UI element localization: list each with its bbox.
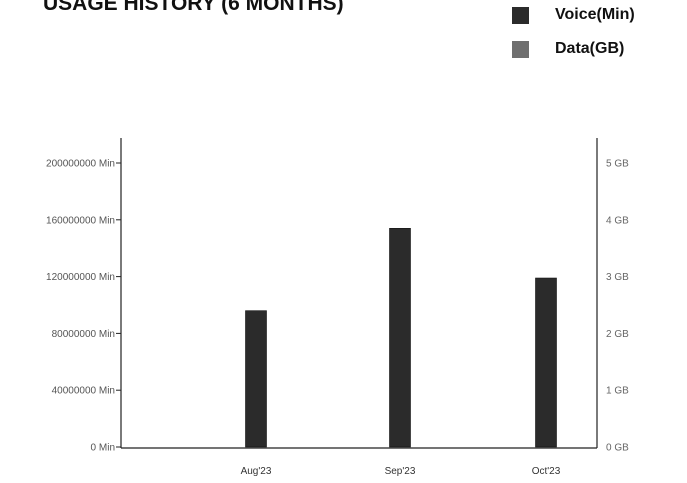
right-tick-label: 5 GB <box>606 159 629 170</box>
left-tick-label: 80000000 Min <box>52 329 115 340</box>
x-tick-label: Oct'23 <box>532 466 561 477</box>
legend-item-data: Data(GB) <box>512 36 635 62</box>
chart-legend: Voice(Min) Data(GB) <box>512 2 635 70</box>
voice-bar <box>389 228 411 448</box>
legend-swatch-voice <box>512 6 529 24</box>
left-tick-label: 0 Min <box>91 443 115 454</box>
bars-group <box>245 228 557 448</box>
right-tick-label: 1 GB <box>606 386 629 397</box>
left-tick-label: 40000000 Min <box>52 386 115 397</box>
legend-item-voice: Voice(Min) <box>512 2 635 28</box>
legend-label-voice: Voice(Min) <box>555 6 635 23</box>
voice-bar <box>245 310 267 448</box>
left-y-axis: 0 Min 40000000 Min 80000000 Min 120000000 M… <box>46 138 122 454</box>
legend-swatch-data <box>512 40 529 58</box>
right-tick-label: 4 GB <box>606 215 629 226</box>
right-y-axis: 0 GB 1 GB 2 GB 3 GB 4 GB 5 GB <box>596 138 629 454</box>
chart-title: USAGE HISTORY (6 MONTHS) <box>43 0 344 15</box>
right-tick-label: 3 GB <box>606 272 629 283</box>
voice-bar <box>535 277 557 448</box>
right-tick-label: 0 GB <box>606 443 629 454</box>
x-axis: Aug'23 Sep'23 Oct'23 <box>121 447 597 477</box>
left-tick-label: 120000000 Min <box>46 272 115 283</box>
left-tick-label: 160000000 Min <box>46 215 115 226</box>
legend-label-data: Data(GB) <box>555 40 625 57</box>
x-tick-label: Aug'23 <box>241 466 272 477</box>
left-tick-label: 200000000 Min <box>46 159 115 170</box>
x-tick-label: Sep'23 <box>385 466 416 477</box>
right-tick-label: 2 GB <box>606 329 629 340</box>
